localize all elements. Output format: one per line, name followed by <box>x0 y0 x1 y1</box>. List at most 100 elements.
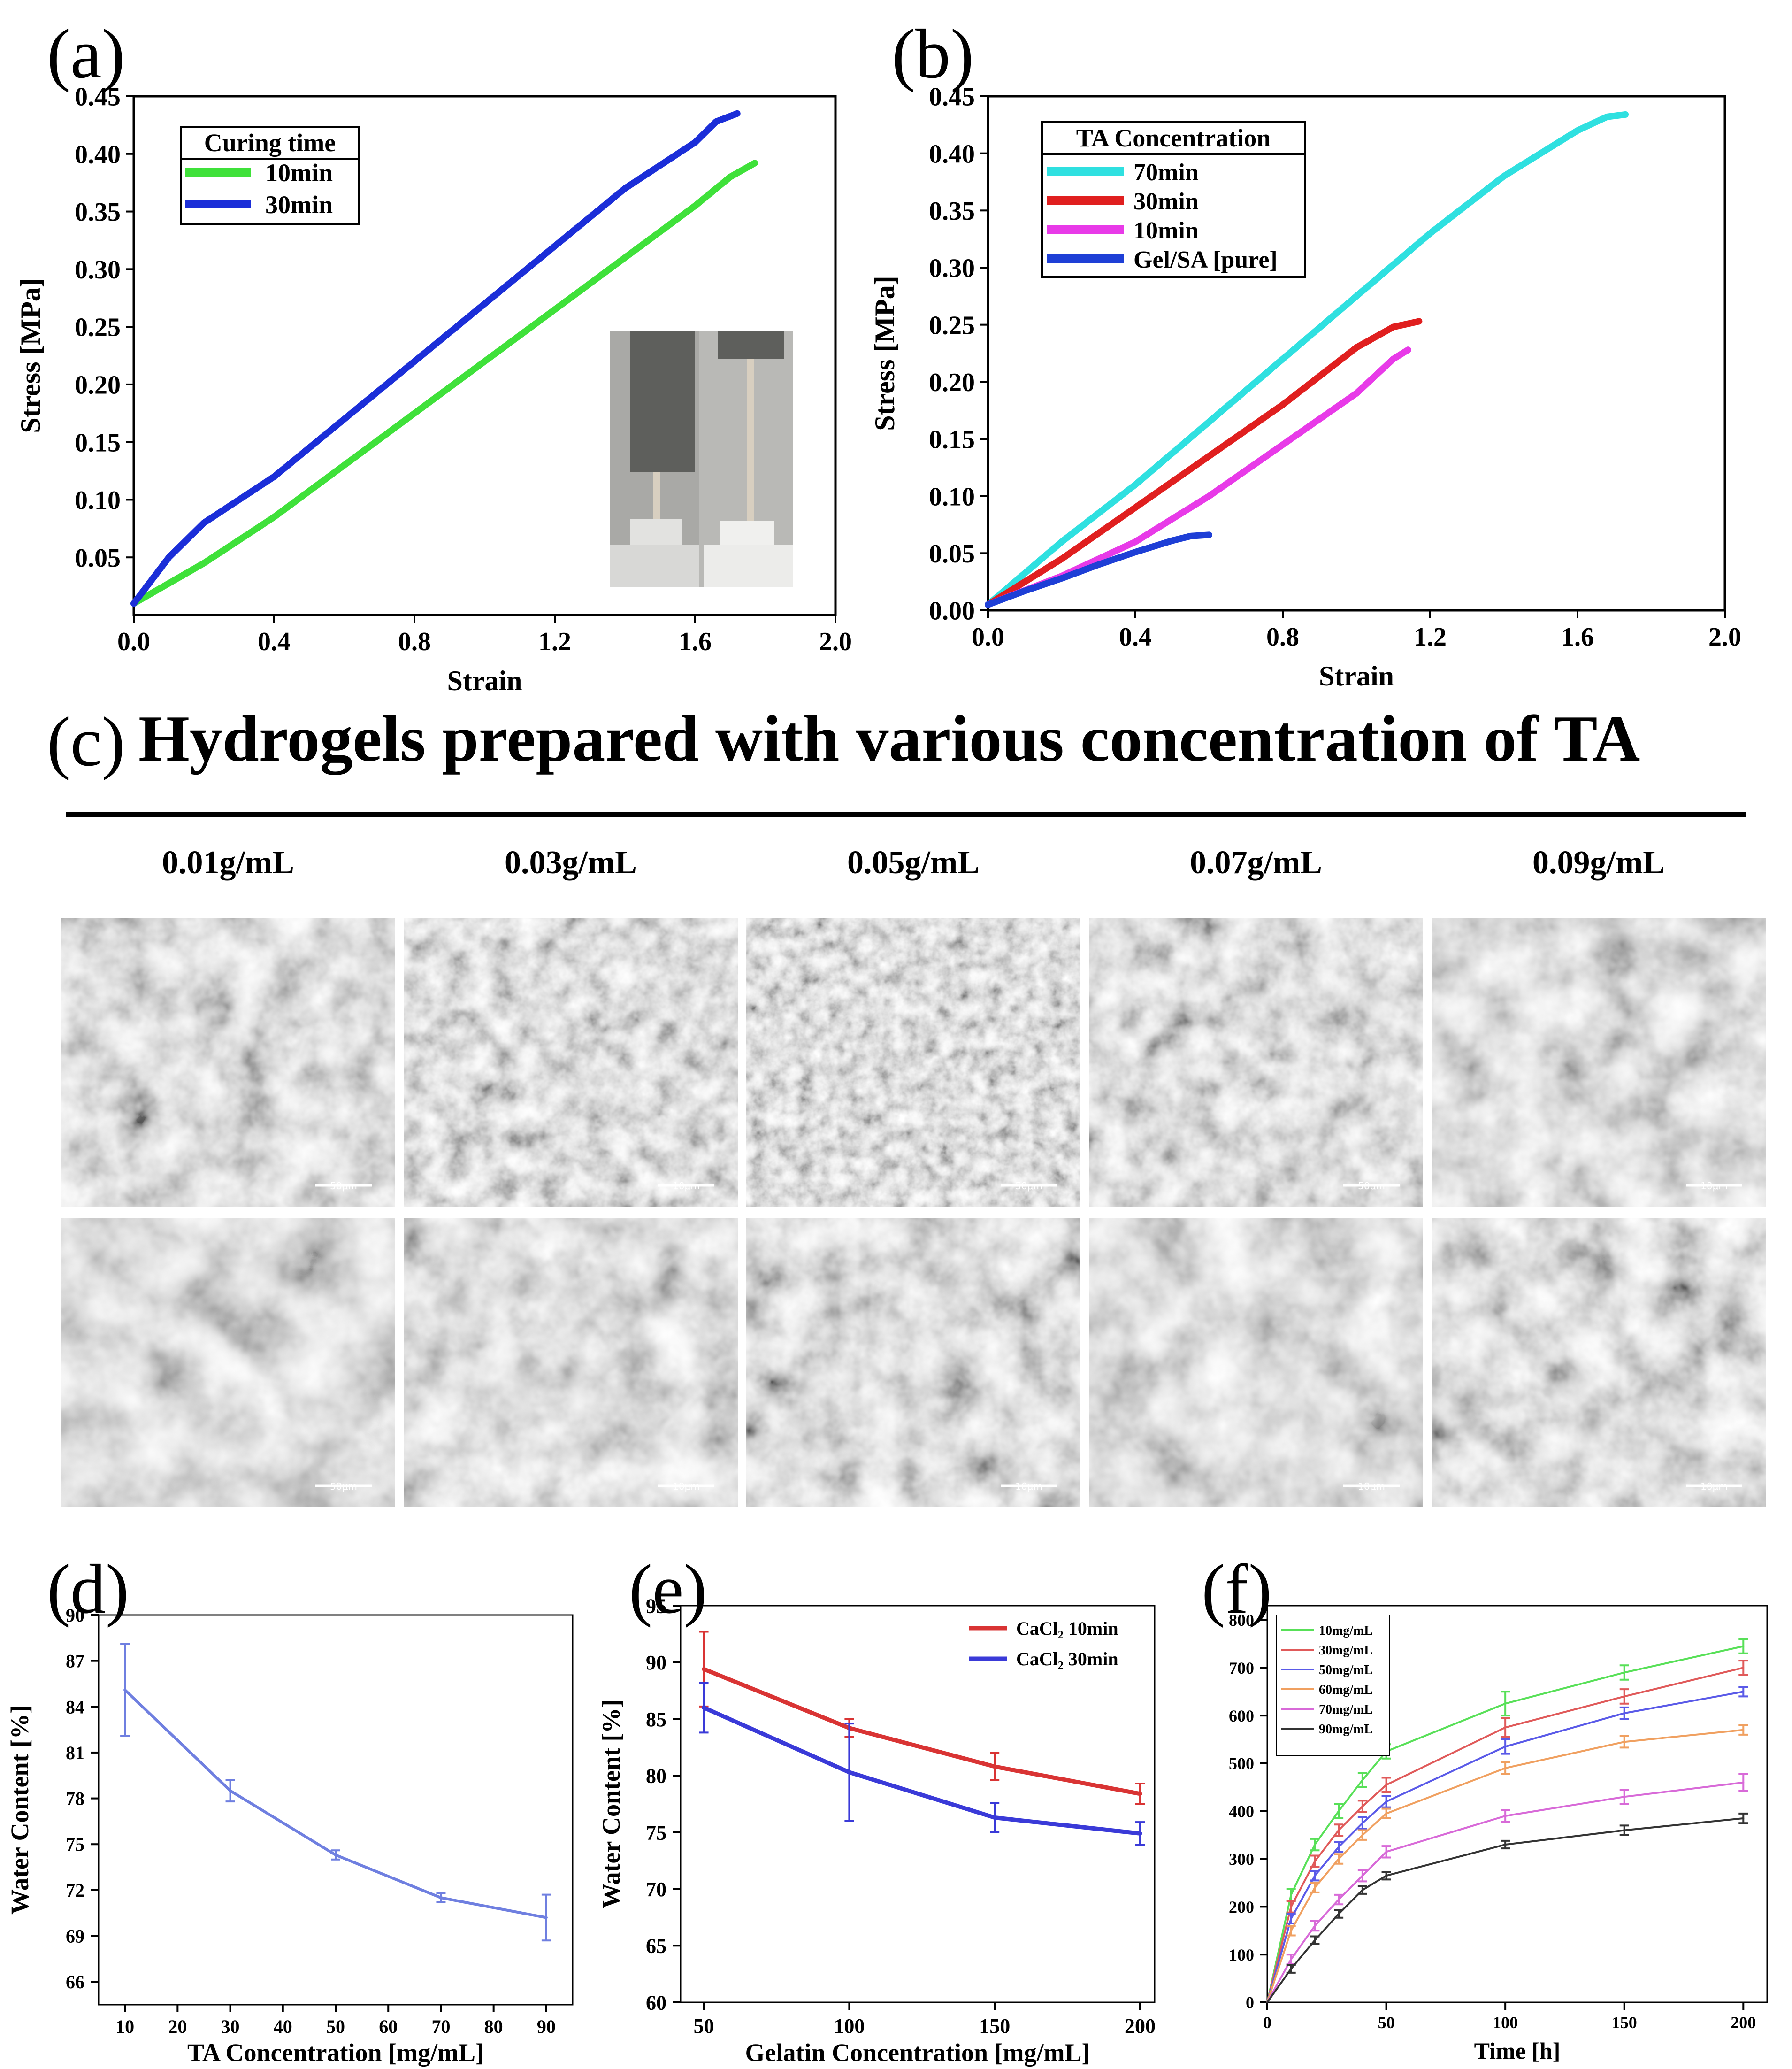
y-tick-label: 0 <box>1246 1993 1254 2012</box>
x-tick-label: 2.0 <box>1708 623 1741 652</box>
y-tick-label: 0.45 <box>929 83 975 112</box>
panel-b-label: (b) <box>892 15 974 93</box>
x-tick-label: 50 <box>326 2016 345 2037</box>
y-tick-label: 800 <box>1229 1611 1254 1630</box>
plot-frame <box>987 95 1726 612</box>
x-tick-label: 200 <box>1731 2013 1756 2032</box>
series-line-cacl-30min <box>702 1705 1142 1836</box>
sem-image-top-5 <box>1432 918 1766 1207</box>
legend-label: 70mg/mL <box>1319 1702 1373 1717</box>
x-tick-label: 10 <box>115 2016 134 2037</box>
legend-title: TA Concentration <box>1076 124 1271 152</box>
panel-e-label: (e) <box>629 1550 707 1628</box>
x-tick-label: 80 <box>484 2016 503 2037</box>
charts-layer: 0.0 0.4 0.8 1.2 1.6 2.00.050.100.150.200.250.… <box>6 83 1768 2067</box>
panel-f-label: (f) <box>1202 1550 1272 1628</box>
legend-box <box>1276 1615 1390 1756</box>
sem-image-top-1 <box>61 918 395 1207</box>
y-tick-label: 0.40 <box>929 139 975 169</box>
x-tick-label: 40 <box>274 2016 292 2037</box>
y-tick-label: 0.20 <box>929 368 975 397</box>
series-line-30min <box>130 110 741 607</box>
x-tick-label: 150 <box>1612 2013 1637 2032</box>
y-tick-label: 0.35 <box>75 198 121 227</box>
x-tick-label: 70 <box>431 2016 450 2037</box>
y-tick-label: 72 <box>66 1880 84 1901</box>
plot-frame <box>98 1614 574 2006</box>
sem-image-bottom-4 <box>1089 1218 1423 1507</box>
legend-label: 30min <box>1133 188 1199 215</box>
x-axis-label: Strain <box>447 665 522 696</box>
y-tick-label: 700 <box>1229 1659 1254 1677</box>
sem-image-bottom-2 <box>404 1218 738 1507</box>
x-tick-label: 0.4 <box>1119 623 1152 652</box>
legend-title: Curing time <box>204 129 336 157</box>
legend-label: 30mg/mL <box>1319 1643 1373 1658</box>
legend-label: CaCl₂ 30min <box>1016 1648 1118 1669</box>
y-tick-label: 65 <box>646 1935 666 1958</box>
y-tick-label: 60 <box>646 1991 666 2014</box>
chart-e: 50 100 150 200 60 65 70 75 80 85 90 95 Gelatin Conce… <box>597 1594 1156 2067</box>
concentration-column-labels: 0.01g/mL 0.03g/mL 0.05g/mL 0.07g/mL 0.09g/mL <box>162 845 1665 881</box>
column-label-2: 0.03g/mL <box>505 845 637 881</box>
y-tick-label: 200 <box>1229 1898 1254 1916</box>
y-tick-label: 0.00 <box>929 597 975 626</box>
scale-bar-label: 10μm <box>1700 1180 1728 1192</box>
x-tick-label: 0.8 <box>1266 623 1299 652</box>
panel-a-label: (a) <box>47 15 125 93</box>
y-axis-label: Stress [MPa] <box>869 276 900 431</box>
y-tick-label: 85 <box>646 1708 666 1731</box>
plot-frame <box>1266 1605 1768 2003</box>
scale-bar-label: 50μm <box>1358 1180 1385 1192</box>
y-tick-label: 0.45 <box>75 83 121 112</box>
x-tick-label: 30 <box>221 2016 240 2037</box>
chart-f: 0 50 100 150 200 0 100 200 300 400 500 600 700 800 Tim… <box>1229 1605 1768 2064</box>
chart-b: 0.0 0.4 0.8 1.2 1.6 2.0 0.00 0.05 0.10 0.15 0.20 0.… <box>869 83 1741 692</box>
x-tick-label: 1.6 <box>1561 623 1594 652</box>
x-tick-label: 1.2 <box>538 627 571 656</box>
x-tick-label: 1.6 <box>679 627 712 656</box>
scale-bar-label: 10μm <box>1358 1481 1385 1492</box>
y-tick-label: 0.10 <box>75 486 121 515</box>
x-tick-label: 0 <box>1263 2013 1271 2032</box>
panel-d-label: (d) <box>47 1550 129 1628</box>
sem-image-top-2 <box>404 918 738 1207</box>
x-tick-label: 90 <box>537 2016 556 2037</box>
x-tick-label: 1.2 <box>1414 623 1447 652</box>
series-line-gel-sa-pure- <box>985 531 1212 608</box>
sem-image-bottom-5 <box>1432 1218 1766 1507</box>
x-tick-label: 20 <box>168 2016 187 2037</box>
sem-image-top-4 <box>1089 918 1423 1207</box>
tensile-test-photo <box>610 331 793 587</box>
y-tick-label: 81 <box>66 1742 84 1763</box>
plot-frame <box>680 1605 1156 2003</box>
legend-label: 10min <box>1133 217 1199 244</box>
column-label-5: 0.09g/mL <box>1532 845 1665 881</box>
y-tick-label: 66 <box>66 1971 84 1992</box>
sem-image-bottom-1 <box>61 1218 395 1507</box>
y-axis-label: Water Content [%] <box>6 1705 34 1915</box>
y-tick-label: 0.30 <box>75 255 121 285</box>
section-c-title: Hydrogels prepared with various concentr… <box>138 702 1640 775</box>
y-tick-label: 0.15 <box>75 428 121 457</box>
y-tick-label: 0.15 <box>929 425 975 454</box>
plot-frame <box>132 95 837 616</box>
y-tick-label: 95 <box>646 1594 666 1617</box>
sem-image-top-3 <box>746 918 1080 1207</box>
y-tick-label: 0.10 <box>929 482 975 511</box>
y-tick-label: 0.20 <box>75 370 121 400</box>
scale-bar-label: 10μm <box>673 1481 700 1492</box>
y-tick-label: 0.05 <box>75 544 121 573</box>
scale-bar-label: 50μm <box>330 1481 357 1492</box>
sem-image-grid: 50μm 10μm 50μm 50μm 10μm 50μm 10μm 10μm 10μm 10μm <box>61 918 1766 1507</box>
scale-bar-label: 10μm <box>673 1180 700 1192</box>
y-tick-label: 0.35 <box>929 197 975 226</box>
x-tick-label: 0.8 <box>398 627 431 656</box>
series-line-cacl-10min <box>702 1667 1142 1796</box>
legend-label: 50mg/mL <box>1319 1663 1373 1677</box>
y-tick-label: 70 <box>646 1878 666 1901</box>
series-line-water-content <box>123 1688 548 1919</box>
column-label-4: 0.07g/mL <box>1190 845 1322 881</box>
panel-c-label: (c) <box>47 703 125 781</box>
